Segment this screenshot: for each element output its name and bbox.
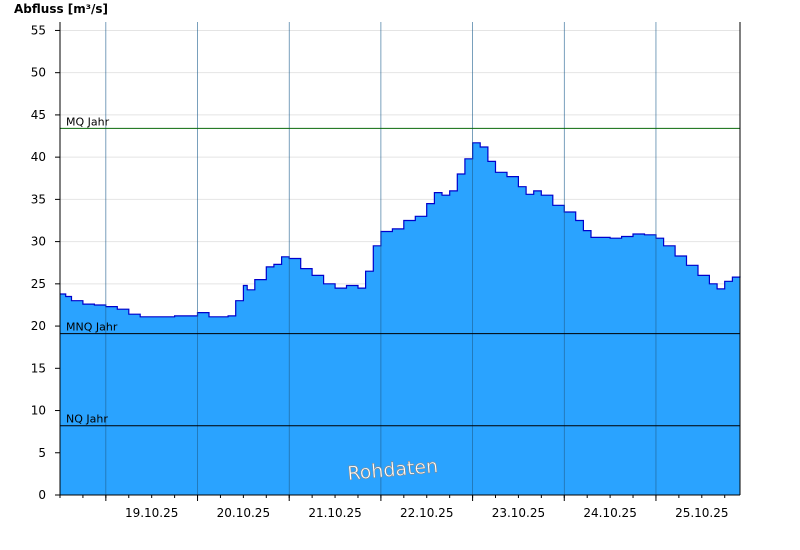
x-axis-ticks: 19.10.25 20.10.25 21.10.25 22.10.25 23.10.25…	[59, 495, 729, 520]
x-tick-label-0: 19.10.25	[125, 506, 178, 520]
reference-label-0: MQ Jahr	[66, 115, 110, 128]
y-tick-label-0: 0	[38, 488, 46, 502]
y-tick-label-5: 5	[38, 446, 46, 460]
y-tick-label-15: 15	[31, 361, 46, 375]
discharge-line-series	[60, 142, 741, 318]
x-tick-label-2: 21.10.25	[308, 506, 361, 520]
day-boundary-lines	[105, 22, 657, 495]
x-tick-label-1: 20.10.25	[217, 506, 270, 520]
x-tick-label-6: 25.10.25	[675, 506, 728, 520]
y-tick-label-45: 45	[31, 108, 46, 122]
y-tick-label-40: 40	[31, 150, 46, 164]
reference-lines: MQ Jahr MNQ Jahr NQ Jahr	[60, 115, 740, 427]
reference-label-1: MNQ Jahr	[66, 321, 118, 334]
x-tick-label-4: 23.10.25	[492, 506, 545, 520]
reference-label-2: NQ Jahr	[66, 413, 108, 426]
y-tick-label-10: 10	[31, 404, 46, 418]
y-axis-title: Abfluss [m³/s]	[14, 2, 108, 16]
y-tick-label-50: 50	[31, 66, 46, 80]
y-tick-label-25: 25	[31, 277, 46, 291]
y-axis-ticks: 0 5 10 15 20 25 30 35 40 45 50 55	[31, 23, 60, 502]
y-tick-label-30: 30	[31, 235, 46, 249]
y-tick-label-20: 20	[31, 319, 46, 333]
y-tick-label-35: 35	[31, 192, 46, 206]
y-tick-label-55: 55	[31, 23, 46, 37]
axes	[59, 22, 741, 496]
discharge-area-series	[60, 142, 740, 496]
x-tick-label-5: 24.10.25	[583, 506, 636, 520]
x-tick-label-3: 22.10.25	[400, 506, 453, 520]
